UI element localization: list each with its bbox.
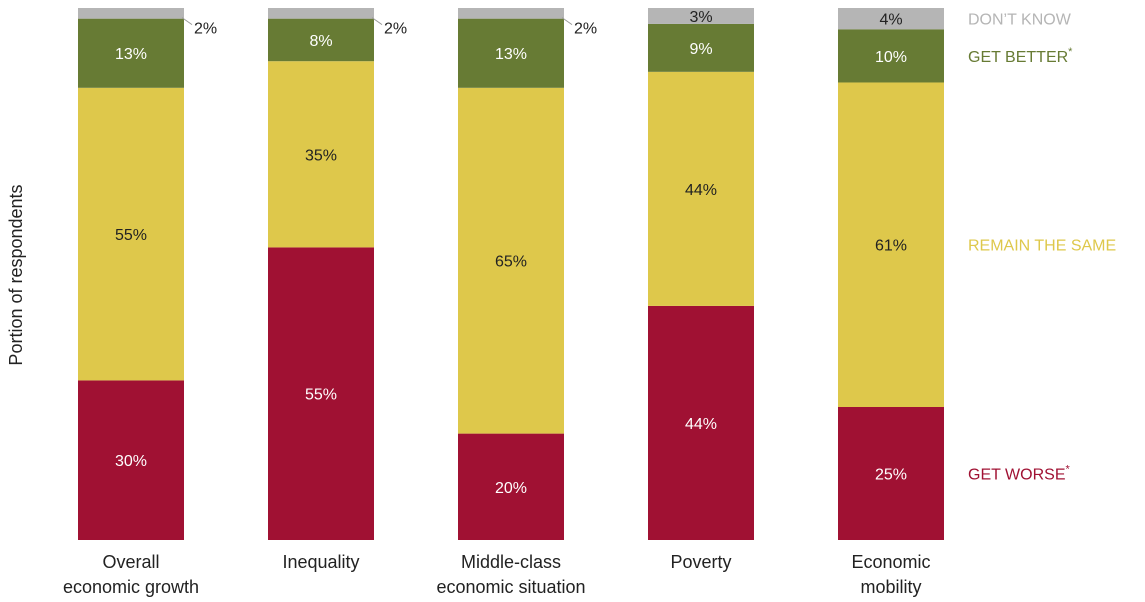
data-label-get-worse-0: 30%	[115, 453, 147, 470]
bar-don-t-know-1	[268, 8, 374, 19]
category-label-1: Inequality	[282, 552, 359, 572]
bar-get-worse-3	[648, 305, 754, 540]
data-label-don-t-know-3: 3%	[689, 9, 712, 26]
category-label-2: Middle-class economic situation	[436, 552, 585, 597]
data-label-don-t-know-2: 2%	[574, 21, 597, 38]
data-label-get-better-2: 13%	[495, 46, 527, 63]
bar-remain-the-same-0	[78, 87, 184, 381]
bar-don-t-know-2	[458, 8, 564, 19]
bar-don-t-know-4	[838, 8, 944, 30]
data-label-don-t-know-0: 2%	[194, 21, 217, 38]
data-label-get-worse-2: 20%	[495, 480, 527, 497]
data-label-remain-the-same-0: 55%	[115, 227, 147, 244]
data-label-get-better-3: 9%	[689, 41, 712, 58]
leader-line-0	[181, 17, 193, 26]
bar-get-better-3	[648, 23, 754, 72]
data-label-don-t-know-4: 4%	[879, 12, 902, 29]
bar-get-better-2	[458, 18, 564, 88]
bar-get-better-4	[838, 29, 944, 83]
bar-get-worse-4	[838, 407, 944, 540]
bar-remain-the-same-3	[648, 71, 754, 306]
bar-get-worse-1	[268, 247, 374, 540]
data-label-get-worse-1: 55%	[305, 387, 337, 404]
data-label-get-better-0: 13%	[115, 46, 147, 63]
bar-get-better-1	[268, 18, 374, 62]
y-axis-label: Portion of respondents	[6, 184, 26, 365]
data-label-get-worse-4: 25%	[875, 467, 907, 484]
data-label-remain-the-same-2: 65%	[495, 254, 527, 271]
bars-group: 30% 55% 13% 2% 55% 35% 8% 2% 20% 65% 13% 2% 44% 44% 9%…	[78, 8, 944, 540]
data-label-remain-the-same-3: 44%	[685, 182, 717, 199]
category-labels-group: Overall economic growth Inequality Middle-c…	[63, 552, 931, 597]
bar-don-t-know-3	[648, 8, 754, 24]
data-label-get-better-4: 10%	[875, 49, 907, 66]
legend: GET WORSE* REMAIN THE SAME GET BETTER* DON’…	[968, 12, 1116, 484]
data-label-remain-the-same-4: 61%	[875, 238, 907, 255]
bar-remain-the-same-2	[458, 87, 564, 434]
leader-line-2	[561, 17, 573, 26]
category-label-4: Economic mobility	[851, 552, 930, 597]
legend-item-don-t-know: DON’T KNOW	[968, 12, 1072, 29]
data-label-get-better-1: 8%	[309, 33, 332, 50]
bar-get-better-0	[78, 18, 184, 88]
legend-item-get-worse: GET WORSE*	[968, 464, 1071, 484]
leader-line-1	[371, 17, 383, 26]
data-label-don-t-know-1: 2%	[384, 21, 407, 38]
legend-item-get-better: GET BETTER*	[968, 46, 1073, 66]
category-label-3: Poverty	[670, 552, 731, 572]
data-label-get-worse-3: 44%	[685, 416, 717, 433]
bar-get-worse-2	[458, 433, 564, 540]
bar-get-worse-0	[78, 380, 184, 540]
legend-item-remain-the-same: REMAIN THE SAME	[968, 238, 1116, 255]
data-label-remain-the-same-1: 35%	[305, 147, 337, 164]
bar-remain-the-same-4	[838, 82, 944, 407]
bar-remain-the-same-1	[268, 61, 374, 248]
bar-don-t-know-0	[78, 8, 184, 19]
category-label-0: Overall economic growth	[63, 552, 199, 597]
